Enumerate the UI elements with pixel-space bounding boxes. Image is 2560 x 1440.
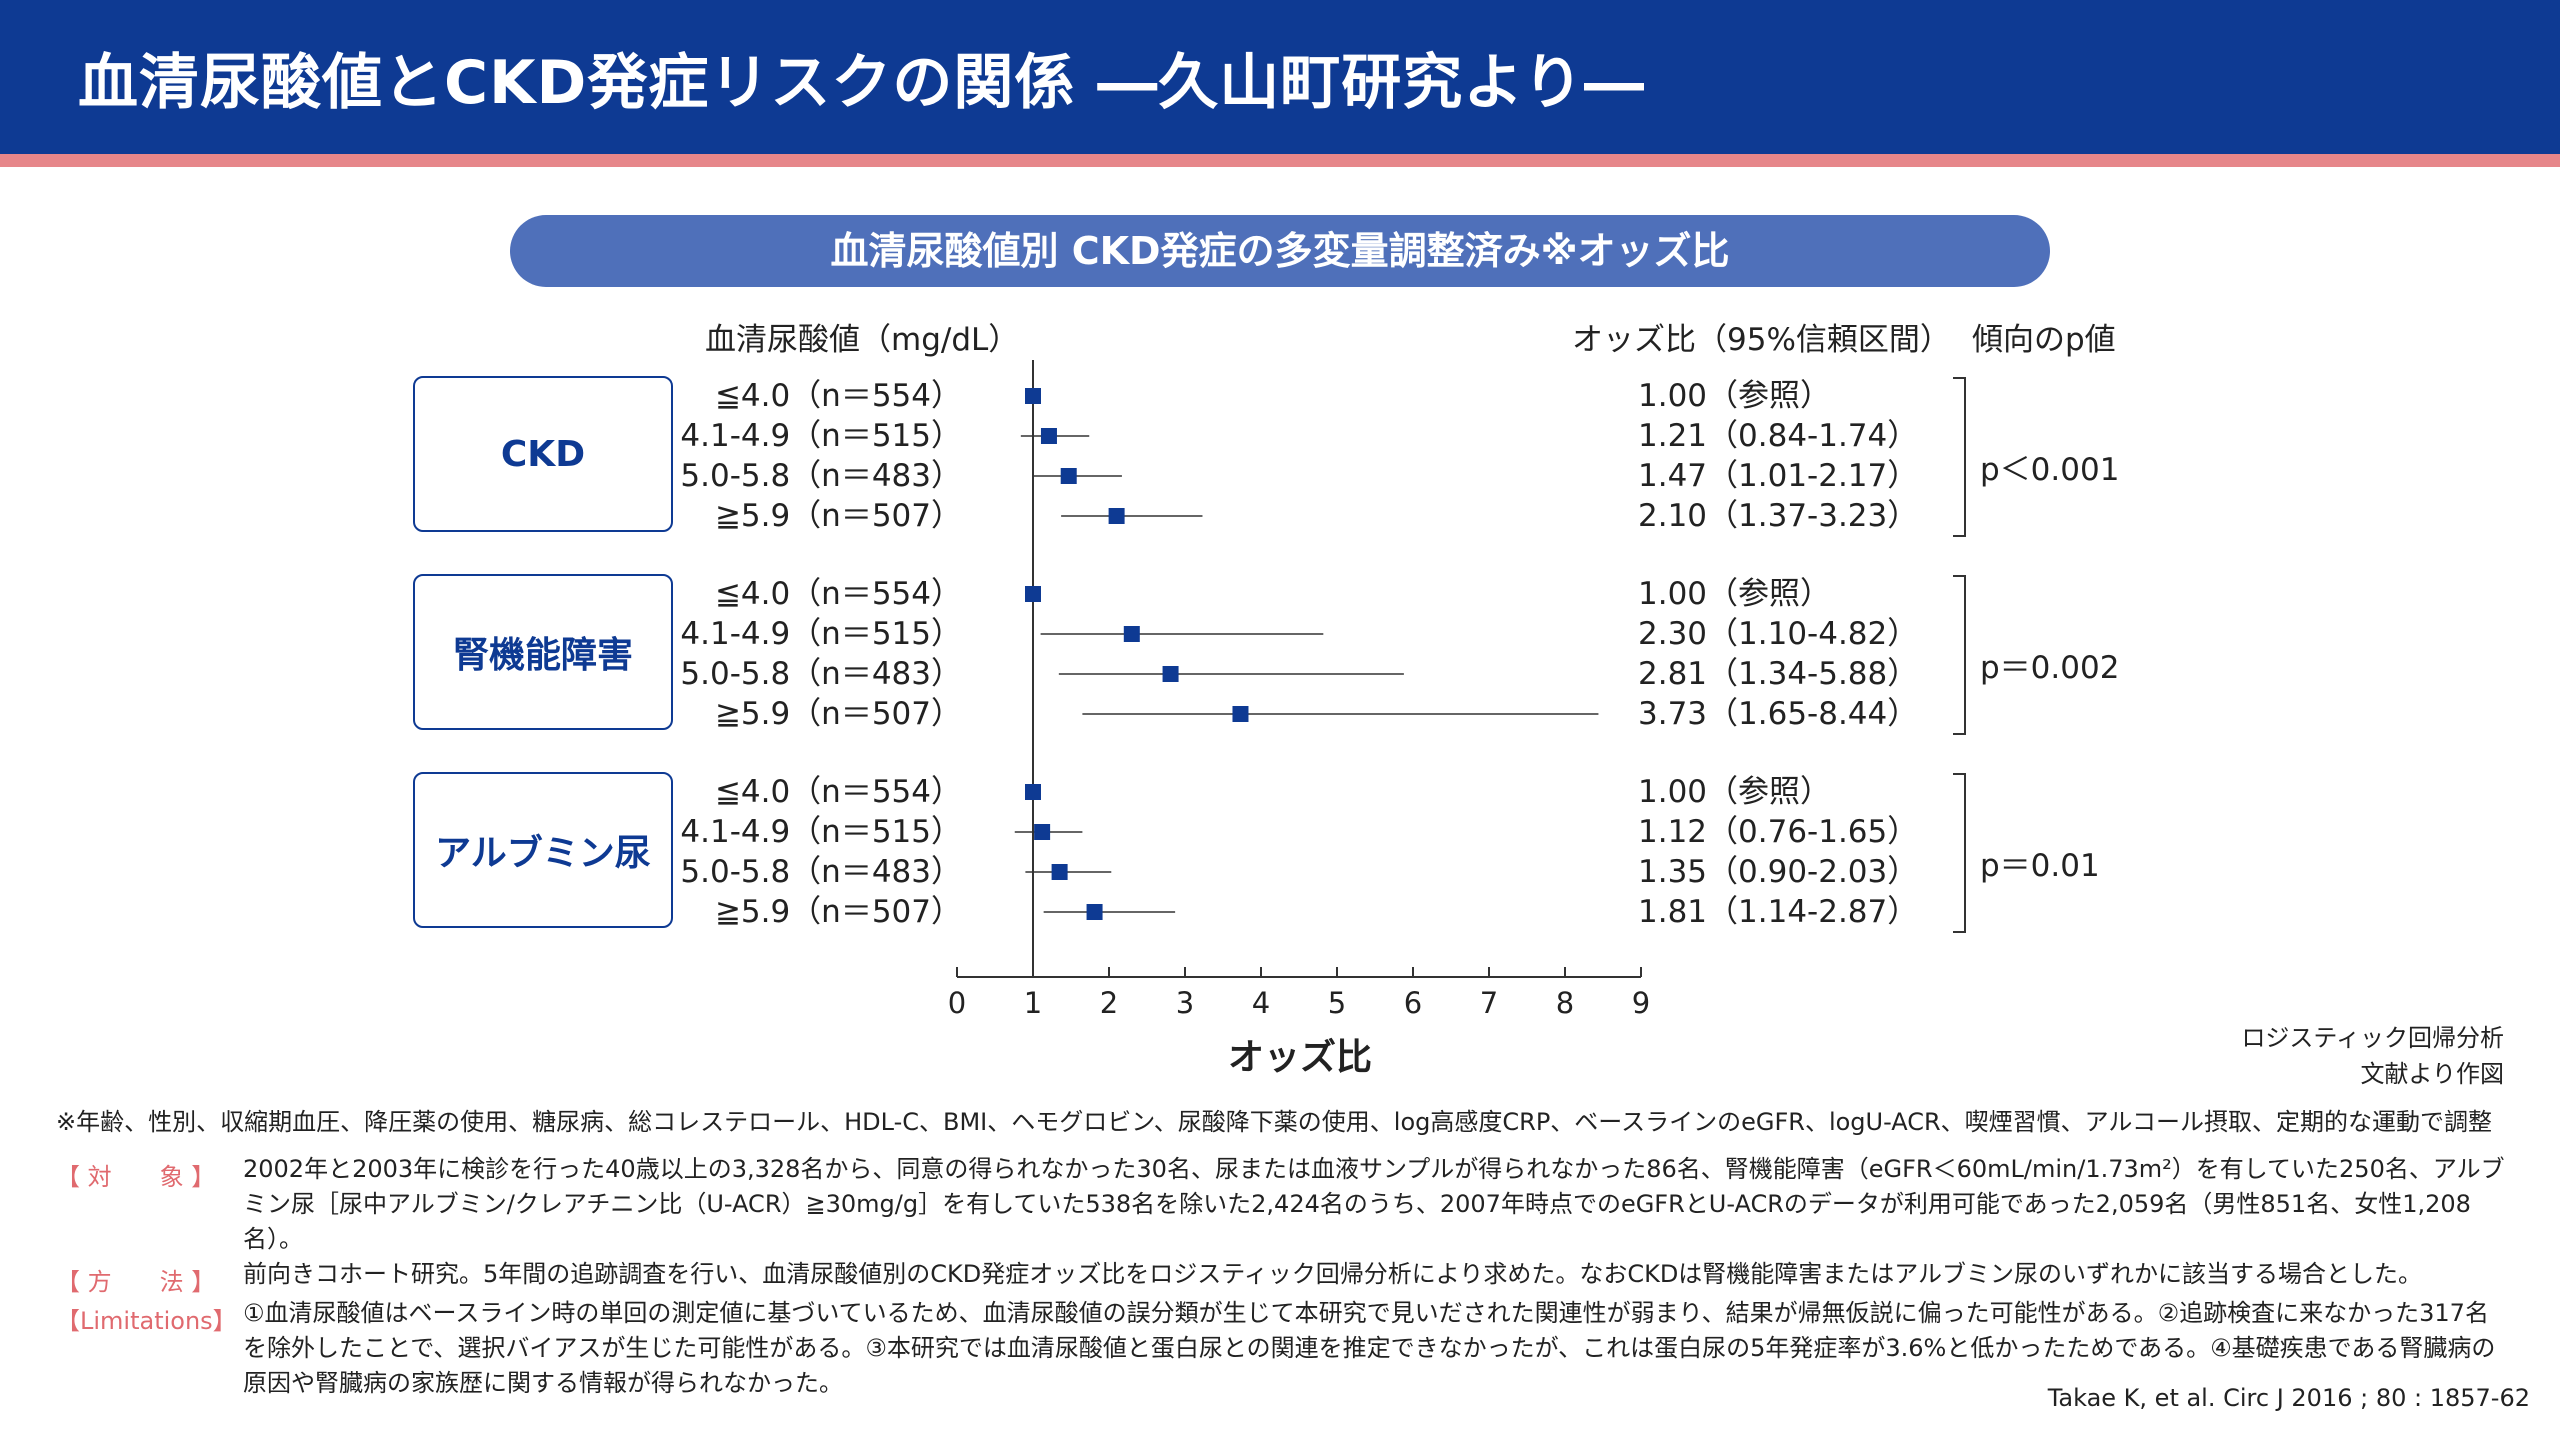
row-label: ≧5.9（n＝507） [714,498,962,534]
target-label: 【 対 象 】 [56,1163,216,1191]
row-label: ≦4.0（n＝554） [714,774,962,810]
odds-ratio-text: 1.00（参照） [1638,378,1832,414]
page-title: 血清尿酸値とCKD発症リスクの関係 ―久山町研究より― [78,48,1646,118]
target-text: 2002年と2003年に検診を行った40歳以上の3,328名から、同意の得られな… [243,1155,2505,1253]
or-marker [1025,784,1041,800]
column-header-uric-acid: 血清尿酸値（mg/dL） [705,322,1020,358]
adjustment-footnote: ※年齢、性別、収縮期血圧、降圧薬の使用、糖尿病、総コレステロール、HDL-C、B… [56,1108,2492,1136]
group-label-box: CKD [413,376,673,532]
x-tick-label: 1 [1024,986,1042,1020]
or-marker [1086,904,1103,920]
or-marker [1108,508,1125,524]
group-label-box: アルブミン尿 [413,772,673,928]
method-label: 【 方 法 】 [56,1268,216,1296]
or-marker [1025,586,1041,602]
row-label: 4.1-4.9（n＝515） [680,418,962,454]
odds-ratio-text: 1.00（参照） [1638,774,1832,810]
odds-ratio-text: 1.47（1.01-2.17） [1638,458,1919,494]
p-bracket [1953,773,1966,933]
odds-ratio-text: 1.21（0.84-1.74） [1638,418,1919,454]
column-header-odds-ratio: オッズ比（95%信頼区間） [1572,322,1951,358]
or-marker [1051,864,1068,880]
row-label: ≦4.0（n＝554） [714,378,962,414]
odds-ratio-text: 3.73（1.65-8.44） [1638,696,1919,732]
p-value: p＜0.001 [1980,452,2120,488]
x-tick-label: 4 [1252,986,1270,1020]
row-label: 5.0-5.8（n＝483） [680,458,962,494]
odds-ratio-text: 1.12（0.76-1.65） [1638,814,1919,850]
odds-ratio-text: 1.00（参照） [1638,576,1832,612]
method-note: ロジスティック回帰分析 [2241,1024,2504,1052]
x-tick-label: 5 [1328,986,1346,1020]
x-tick-label: 7 [1480,986,1498,1020]
source-note: 文献より作図 [2360,1060,2504,1088]
limitations-text: ①血清尿酸値はベースライン時の単回の測定値に基づいているため、血清尿酸値の誤分類… [243,1299,2496,1397]
odds-ratio-text: 1.35（0.90-2.03） [1638,854,1919,890]
or-marker [1025,388,1041,404]
x-tick-label: 3 [1176,986,1194,1020]
or-marker [1232,706,1249,722]
odds-ratio-text: 2.81（1.34-5.88） [1638,656,1919,692]
limitations-label: 【Limitations】 [56,1307,237,1335]
x-tick-label: 2 [1100,986,1118,1020]
row-label: 5.0-5.8（n＝483） [680,656,962,692]
header-stripe [0,154,2560,167]
or-marker [1040,428,1057,444]
column-header-trend-p: 傾向のp値 [1972,322,2116,358]
x-tick-label: 0 [948,986,966,1020]
method-text: 前向きコホート研究。5年間の追跡調査を行い、血清尿酸値別のCKD発症オッズ比をロ… [243,1260,2423,1288]
chart-subtitle: 血清尿酸値別 CKD発症の多変量調整済み※オッズ比 [510,215,2050,287]
row-label: 4.1-4.9（n＝515） [680,616,962,652]
citation: Takae K, et al. Circ J 2016 ; 80 : 1857-… [2047,1384,2530,1412]
p-bracket [1953,575,1966,735]
row-label: ≦4.0（n＝554） [714,576,962,612]
or-marker [1123,626,1140,642]
or-marker [1060,468,1077,484]
group-label-box: 腎機能障害 [413,574,673,730]
header-bar: 血清尿酸値とCKD発症リスクの関係 ―久山町研究より― [0,0,2560,154]
p-value: p＝0.01 [1980,848,2100,884]
p-value: p＝0.002 [1980,650,2120,686]
odds-ratio-text: 2.10（1.37-3.23） [1638,498,1919,534]
odds-ratio-text: 2.30（1.10-4.82） [1638,616,1919,652]
row-label: ≧5.9（n＝507） [714,696,962,732]
x-tick-label: 9 [1632,986,1650,1020]
odds-ratio-text: 1.81（1.14-2.87） [1638,894,1919,930]
x-tick-label: 8 [1556,986,1574,1020]
x-tick-label: 6 [1404,986,1422,1020]
or-marker [1034,824,1051,840]
p-bracket [1953,377,1966,537]
x-axis-label: オッズ比 [1228,1037,1373,1078]
row-label: 4.1-4.9（n＝515） [680,814,962,850]
row-label: ≧5.9（n＝507） [714,894,962,930]
or-marker [1162,666,1179,682]
row-label: 5.0-5.8（n＝483） [680,854,962,890]
